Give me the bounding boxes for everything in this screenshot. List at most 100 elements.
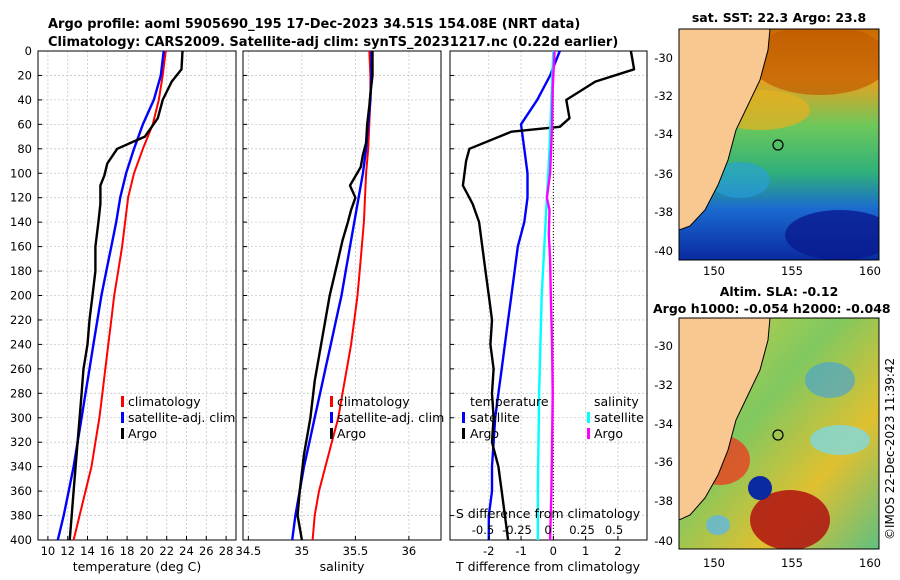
land-australia (679, 29, 771, 231)
legend-swatch-argo (330, 428, 333, 439)
lat-tick: -40 (654, 244, 673, 258)
temperature-panel: 10 12 14 16 18 20 22 24 26 28 temperature (deg C)… (37, 50, 237, 574)
title-line-1: Argo profile: aoml 5905690_195 17-Dec-20… (48, 17, 580, 32)
sla-low (810, 425, 870, 455)
sla-map-frame (678, 317, 880, 550)
legend-argo: Argo (470, 426, 499, 441)
depth-tick-label: 320 (10, 435, 32, 449)
x-tick-label: 12 (60, 544, 75, 558)
depth-tick-label: 160 (10, 240, 32, 254)
legend-swatch-argo (121, 428, 124, 439)
depth-tick-label: 120 (10, 191, 32, 205)
s-tick: -0.25 (502, 523, 532, 537)
lat-tick: -32 (654, 378, 673, 392)
series-climatology (311, 50, 372, 541)
depth-tick-label: 260 (10, 362, 32, 376)
depth-tick-label: 200 (10, 289, 32, 303)
x-tick-label: 20 (140, 544, 155, 558)
lon-tick: 150 (703, 264, 725, 278)
sst-cool-patch (710, 162, 770, 198)
depth-tick-label: 100 (10, 166, 32, 180)
lat-tick: -36 (654, 455, 673, 469)
sla-low (805, 362, 855, 398)
sst-warm-patch (750, 29, 879, 95)
depth-tick-label: 180 (10, 264, 32, 278)
depth-tick-label: 280 (10, 386, 32, 400)
legend-argo: Argo (337, 426, 366, 441)
sst-map-title: sat. SST: 22.3 Argo: 23.8 (692, 10, 866, 25)
legend-climatology: climatology (337, 394, 410, 409)
imos-credit: ©IMOS 22-Dec-2023 11:39:42 (883, 358, 897, 540)
legend-satellite-s: satellite (594, 410, 644, 425)
depth-tick-label: 400 (10, 533, 32, 547)
salinity-xlabel: salinity (320, 559, 365, 574)
depth-tick-label: 140 (10, 215, 32, 229)
temperature-legend: climatology satellite-adj. clim Argo (121, 394, 235, 441)
depth-tick-label: 360 (10, 484, 32, 498)
legend-argo: Argo (128, 426, 157, 441)
x-tick-label: 14 (80, 544, 95, 558)
difference-legend-salinity: salinity satellite Argo (587, 394, 644, 441)
s-difference-ticks: -0.5 -0.25 0 0.25 0.5 (472, 523, 623, 537)
x-tick-label: 0 (550, 544, 557, 558)
lat-tick: -32 (654, 89, 673, 103)
x-tick-label: 35 (295, 544, 310, 558)
legend-swatch-argo-s (587, 428, 590, 439)
x-tick-label: 22 (159, 544, 174, 558)
x-tick-label: 28 (219, 544, 234, 558)
x-tick-label: -2 (483, 544, 494, 558)
map-ticks: -30 -32 -34 -36 -38 -40 150 155 160 -30 … (654, 51, 881, 570)
sst-cold-patch (785, 210, 879, 260)
depth-tick-label: 80 (17, 142, 32, 156)
sla-map: Altim. SLA: -0.12 Argo h1000: -0.054 h20… (653, 284, 891, 550)
salinity-legend: climatology satellite-adj. clim Argo (330, 394, 444, 441)
x-tick-label: 34.5 (236, 544, 262, 558)
x-tick-label: 2 (614, 544, 621, 558)
lat-tick: -36 (654, 167, 673, 181)
sla-low (706, 515, 730, 535)
legend-swatch-clim (330, 396, 333, 407)
difference-xlabel: T difference from climatology (455, 559, 641, 574)
sla-low (748, 476, 772, 500)
sla-high (750, 490, 830, 549)
lon-tick: 150 (703, 556, 725, 570)
depth-tick-label: 40 (17, 93, 32, 107)
lat-tick: -30 (654, 51, 673, 65)
x-tick-label: 35.5 (343, 544, 369, 558)
argo-location-marker (772, 139, 784, 151)
legend-satellite: satellite (470, 410, 520, 425)
s-tick: 0.25 (569, 523, 595, 537)
x-tick-label: 1 (582, 544, 589, 558)
argo-location-marker (772, 429, 784, 441)
sla-map-title-1: Altim. SLA: -0.12 (720, 284, 839, 299)
x-tick-label: 26 (199, 544, 214, 558)
lon-tick: 155 (781, 264, 803, 278)
sst-map: sat. SST: 22.3 Argo: 23.8 (678, 10, 880, 261)
lat-tick: -34 (654, 417, 673, 431)
lon-tick: 160 (859, 264, 881, 278)
x-tick-label: -1 (515, 544, 526, 558)
sla-map-title-2: Argo h1000: -0.054 h2000: -0.048 (653, 301, 891, 316)
lat-tick: -40 (654, 534, 673, 548)
legend-swatch-sat (121, 412, 124, 423)
legend-argo-s: Argo (594, 426, 623, 441)
series-argo (68, 50, 184, 541)
depth-tick-label: 220 (10, 313, 32, 327)
depth-tick-label: 300 (10, 411, 32, 425)
s-tick: 0 (544, 523, 551, 537)
s-tick: 0.5 (605, 523, 623, 537)
legend-swatch-clim (121, 396, 124, 407)
depth-tick-label: 0 (25, 44, 32, 58)
series-temperature-argo (461, 50, 636, 541)
lat-tick: -38 (654, 205, 673, 219)
depth-tick-label: 340 (10, 460, 32, 474)
x-tick-label: 18 (120, 544, 135, 558)
lon-tick: 160 (859, 556, 881, 570)
legend-swatch-argo (462, 428, 465, 439)
depth-tick-label: 20 (17, 68, 32, 82)
depth-tick-label: 380 (10, 509, 32, 523)
series-climatology (72, 50, 167, 541)
series-salinity-satellite (536, 50, 555, 540)
